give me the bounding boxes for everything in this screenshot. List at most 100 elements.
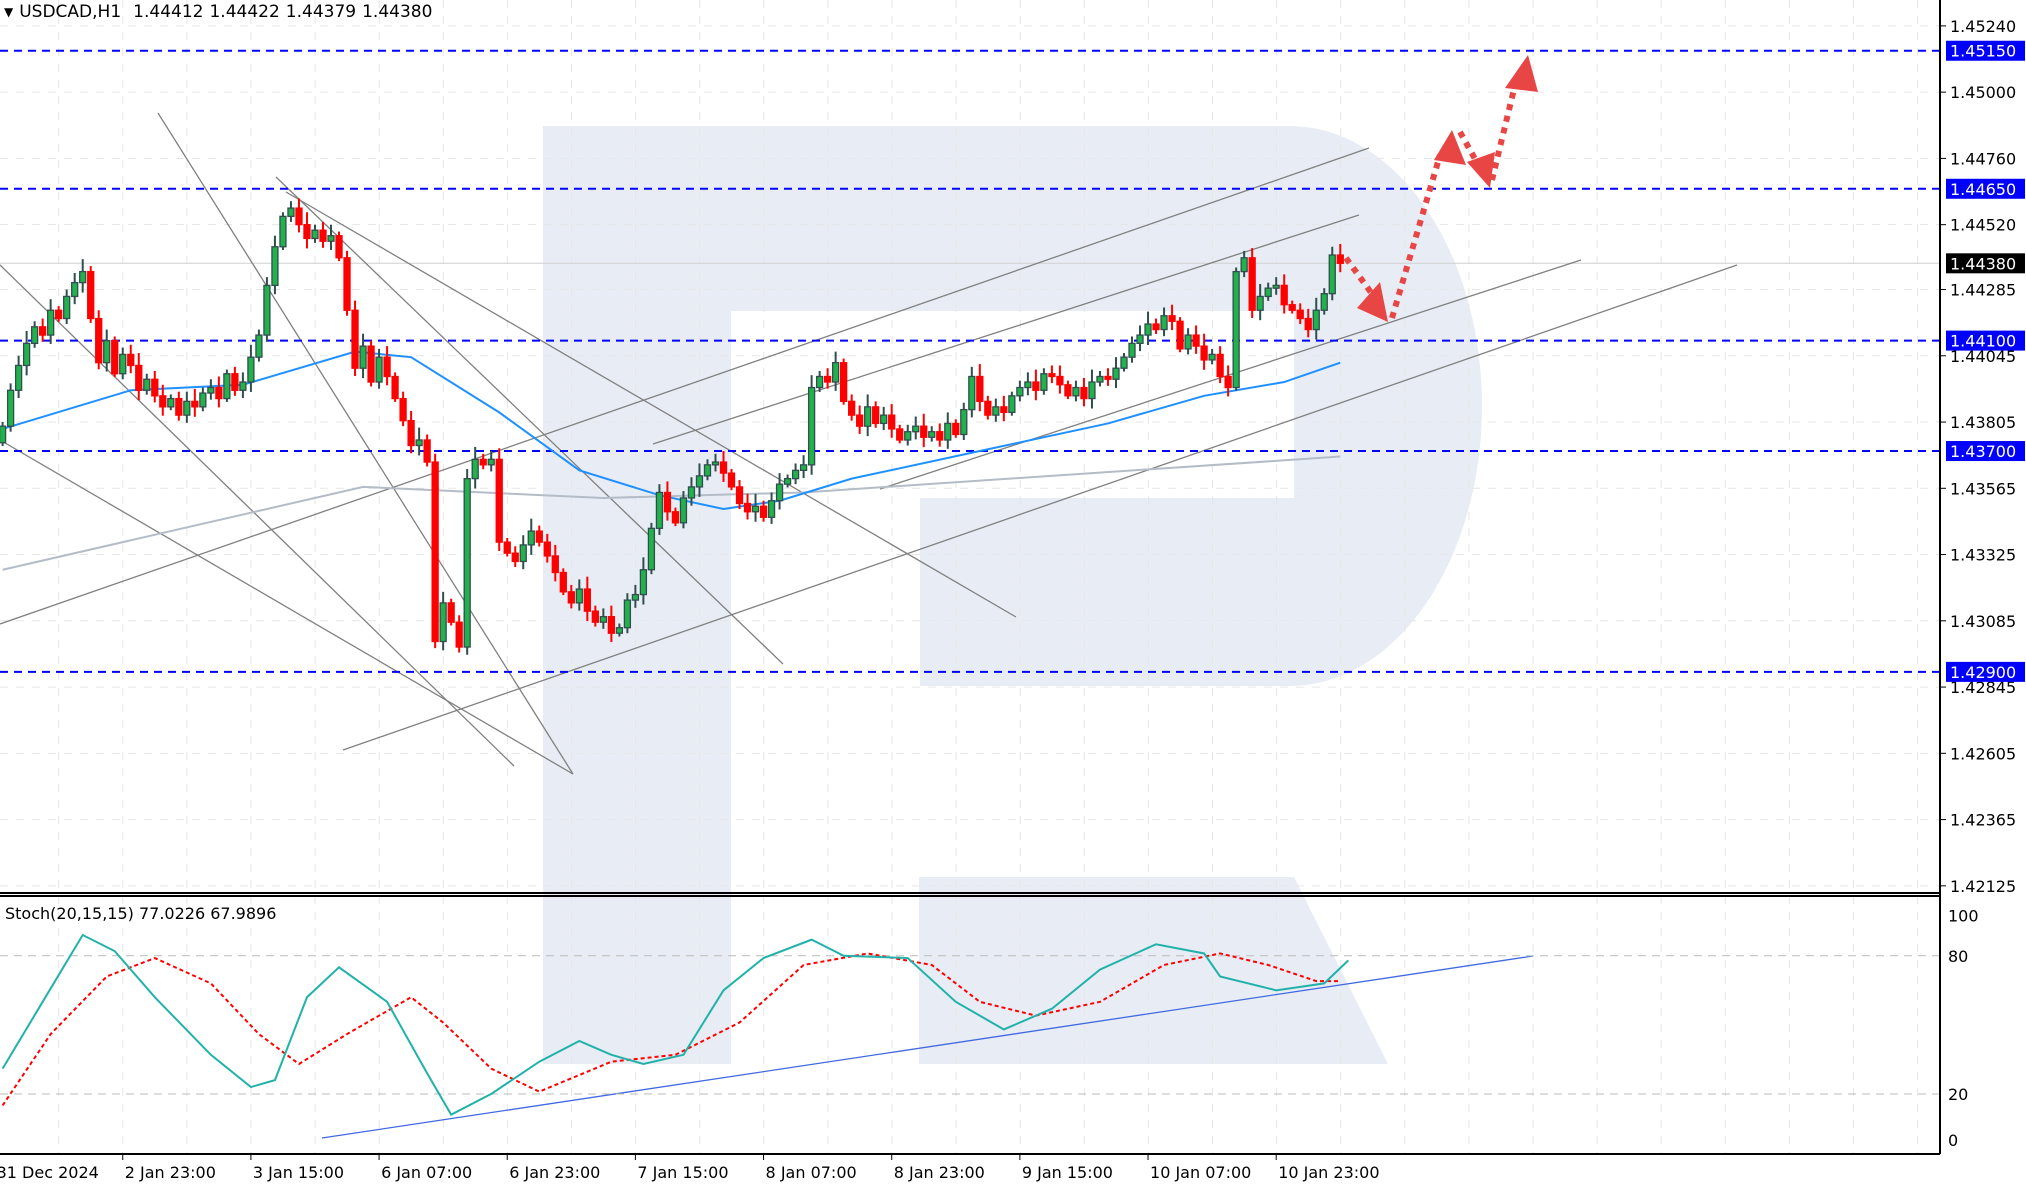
candle-body xyxy=(1016,386,1024,397)
candle-body xyxy=(823,375,832,383)
trendline[interactable] xyxy=(342,264,1738,751)
candle xyxy=(87,266,95,323)
candle xyxy=(1104,368,1112,386)
candle-body xyxy=(1224,375,1232,389)
candle xyxy=(607,605,616,643)
candle xyxy=(615,623,624,637)
candle xyxy=(1200,333,1208,370)
candle-body xyxy=(479,458,487,466)
candle xyxy=(719,451,728,482)
candle-body xyxy=(1032,381,1040,391)
candle xyxy=(439,591,447,651)
time-tick-label: 3 Jan 15:00 xyxy=(253,1163,344,1182)
candle xyxy=(335,231,343,262)
candle-body xyxy=(872,406,880,425)
candle-body xyxy=(335,235,343,259)
candle xyxy=(391,372,399,402)
trendline[interactable] xyxy=(0,439,574,775)
candle xyxy=(535,525,543,547)
price-tick-label: 1.45240 xyxy=(1950,17,2016,36)
candle xyxy=(1208,348,1216,365)
candle-body xyxy=(1328,254,1336,295)
candle-body xyxy=(1200,345,1208,361)
candle-body xyxy=(888,414,896,430)
candle-body xyxy=(415,439,423,447)
candle xyxy=(199,387,207,412)
candle xyxy=(1008,391,1016,416)
trendline[interactable] xyxy=(285,191,1017,618)
candle xyxy=(687,477,696,506)
candle xyxy=(343,250,351,316)
candle xyxy=(167,394,175,411)
candle xyxy=(936,423,944,447)
candle xyxy=(231,366,239,396)
candle xyxy=(1064,380,1072,400)
candle-body xyxy=(1216,353,1224,378)
candle-body xyxy=(1280,284,1288,306)
stoch-tick-label: 0 xyxy=(1948,1131,1958,1150)
candle xyxy=(207,379,215,400)
candle xyxy=(279,212,287,251)
candle xyxy=(487,451,495,472)
candle xyxy=(423,434,431,467)
candle-body xyxy=(511,552,519,563)
level-price-label: 1.42900 xyxy=(1950,663,2016,682)
candle-body xyxy=(543,541,551,557)
candle-body xyxy=(175,397,183,416)
candle-body xyxy=(183,400,191,416)
candle xyxy=(103,329,111,372)
current-price-label: 1.44380 xyxy=(1950,254,2016,273)
candle xyxy=(415,427,423,456)
trendline[interactable] xyxy=(157,112,574,775)
candle-body xyxy=(1184,334,1192,350)
candle xyxy=(1056,365,1064,394)
candle-body xyxy=(1256,295,1264,311)
candle-body xyxy=(527,530,535,546)
dropdown-triangle-icon[interactable]: ▼ xyxy=(4,5,14,19)
candle-body xyxy=(631,593,640,601)
candle-body xyxy=(1152,323,1160,331)
candle xyxy=(255,329,263,362)
trendline[interactable] xyxy=(0,147,1370,625)
candle-body xyxy=(471,458,479,480)
candle-body xyxy=(599,616,607,623)
candle-body xyxy=(864,406,872,427)
candle-body xyxy=(119,353,127,375)
candle-body xyxy=(623,599,632,629)
candle-body xyxy=(535,530,543,543)
trendline[interactable] xyxy=(275,176,784,665)
candle-body xyxy=(455,621,463,648)
candle-body xyxy=(1072,386,1080,397)
candle xyxy=(639,557,648,605)
candle-body xyxy=(375,356,383,383)
candle-body xyxy=(944,422,952,441)
candle-body xyxy=(1312,309,1320,331)
candle-body xyxy=(984,400,992,416)
candle xyxy=(1280,274,1288,314)
candle xyxy=(1128,336,1136,363)
price-tick-label: 1.43565 xyxy=(1950,479,2016,498)
trendline[interactable] xyxy=(652,214,1360,445)
candle-body xyxy=(575,588,583,604)
candle xyxy=(471,446,479,489)
stoch-tick-label: 100 xyxy=(1948,907,1979,926)
candle xyxy=(159,384,167,416)
candle xyxy=(311,224,319,243)
candle xyxy=(1248,248,1256,318)
candle-body xyxy=(399,397,407,422)
stoch-trendline[interactable] xyxy=(321,955,1534,1139)
candle-body xyxy=(920,425,928,438)
candle-body xyxy=(615,627,624,634)
price-tick-label: 1.45000 xyxy=(1950,83,2016,102)
time-tick-label: 6 Jan 23:00 xyxy=(509,1163,600,1182)
level-price-badge xyxy=(1946,661,2025,682)
candle xyxy=(551,544,559,582)
candle xyxy=(759,500,768,522)
trendline[interactable] xyxy=(0,264,515,767)
candle xyxy=(239,372,247,399)
candle xyxy=(623,593,632,634)
candle xyxy=(1080,377,1088,407)
candle xyxy=(1160,307,1168,337)
level-lines xyxy=(0,49,1940,673)
